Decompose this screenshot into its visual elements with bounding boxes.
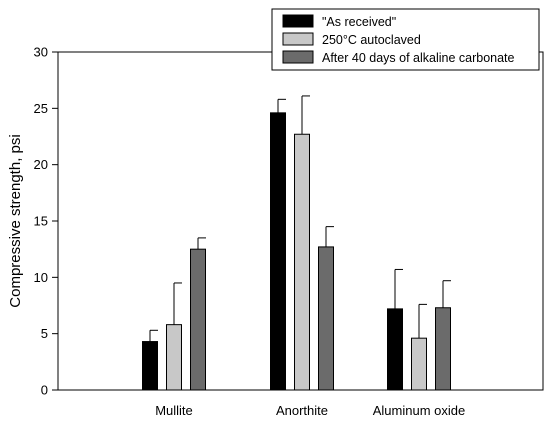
y-tick-label: 15 xyxy=(34,214,48,229)
y-tick-label: 0 xyxy=(41,383,48,398)
legend: "As received" 250°C autoclaved After 40 da… xyxy=(271,8,540,71)
y-tick-label: 10 xyxy=(34,270,48,285)
x-axis: Mullite Anorthite Aluminum oxide xyxy=(155,403,465,418)
bar-mullite-series-1 xyxy=(142,341,158,391)
bar-anorthite-series-1 xyxy=(270,112,286,391)
y-tick-label: 20 xyxy=(34,157,48,172)
y-axis: 0 5 10 15 20 25 30 xyxy=(34,45,58,398)
y-tick-label: 5 xyxy=(41,326,48,341)
y-tick-label: 30 xyxy=(34,45,48,60)
bar-mullite-series-3 xyxy=(190,248,206,391)
bar-anorthite-series-3 xyxy=(318,246,334,391)
legend-swatch xyxy=(282,32,314,46)
bar-aluminum-oxide-series-1 xyxy=(387,308,403,391)
legend-entry: "As received" xyxy=(322,15,396,29)
bar-anorthite-series-2 xyxy=(294,133,310,391)
bar-mullite-series-2 xyxy=(166,324,182,391)
legend-box xyxy=(271,8,540,71)
bar-aluminum-oxide-series-3 xyxy=(435,307,451,391)
y-tick-label: 25 xyxy=(34,101,48,116)
x-tick-label: Anorthite xyxy=(276,403,328,418)
x-tick-label: Aluminum oxide xyxy=(373,403,466,418)
legend-entry: 250°C autoclaved xyxy=(322,33,421,47)
legend-entry: After 40 days of alkaline carbonate xyxy=(322,51,515,65)
bar-aluminum-oxide-series-2 xyxy=(411,337,427,391)
legend-swatch xyxy=(282,50,314,64)
y-axis-title: Compressive strength, psi xyxy=(7,134,24,307)
legend-swatch xyxy=(282,14,314,28)
bars xyxy=(142,95,451,391)
x-tick-label: Mullite xyxy=(155,403,193,418)
